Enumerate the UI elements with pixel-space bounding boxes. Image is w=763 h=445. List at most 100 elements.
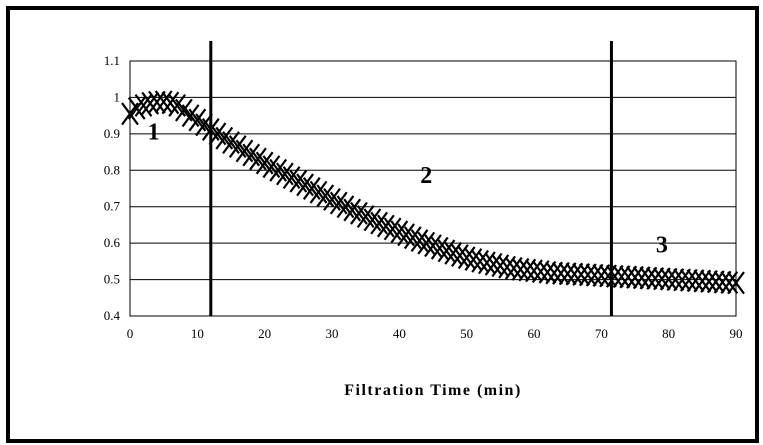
marker-stroke: [444, 241, 463, 265]
marker-stroke: [296, 173, 314, 197]
marker-stroke: [336, 195, 355, 219]
data-point: [249, 147, 267, 171]
marker-stroke: [585, 263, 604, 287]
data-point: [356, 205, 375, 229]
data-point: [545, 261, 564, 285]
data-point: [626, 265, 644, 289]
data-point: [141, 91, 160, 115]
data-point: [552, 261, 570, 285]
region-label: 3: [656, 232, 668, 258]
data-point: [235, 139, 254, 163]
data-point: [612, 265, 631, 289]
marker-stroke: [302, 177, 321, 200]
data-point: [605, 264, 624, 288]
marker-stroke: [538, 260, 557, 284]
marker-stroke: [383, 217, 402, 241]
data-point: [444, 241, 463, 265]
x-tick-label: 10: [191, 326, 204, 341]
marker-stroke: [168, 93, 187, 117]
region-labels: 1 2 3: [148, 119, 668, 258]
data-point: [673, 268, 692, 292]
marker-stroke: [215, 126, 234, 150]
y-tick-label: 0.5: [104, 272, 120, 287]
marker-stroke: [565, 262, 584, 286]
x-tick-label: 0: [127, 326, 134, 341]
marker-stroke: [552, 261, 570, 285]
y-tick-labels: 0.4 0.5 0.6 0.7 0.8 0.9 1 1.1: [104, 53, 121, 323]
region-dividers: [209, 41, 613, 316]
plot-area: [129, 60, 737, 317]
marker-stroke: [363, 208, 382, 232]
data-point: [592, 264, 611, 288]
data-point: [693, 269, 712, 293]
marker-stroke: [592, 264, 611, 288]
data-series: [121, 90, 745, 295]
marker-stroke: [659, 267, 678, 291]
marker-stroke: [612, 265, 631, 289]
data-point: [457, 246, 476, 270]
x-tick-label: 30: [326, 326, 339, 341]
data-point: [410, 229, 429, 253]
data-point: [417, 231, 436, 255]
marker-stroke: [572, 263, 591, 286]
marker-stroke: [693, 269, 712, 293]
marker-stroke: [525, 259, 543, 283]
marker-stroke: [141, 91, 160, 115]
marker-stroke: [605, 264, 624, 288]
marker-stroke: [531, 260, 550, 284]
marker-stroke: [646, 267, 665, 290]
marker-stroke: [518, 258, 537, 282]
data-point: [538, 260, 557, 284]
data-point: [262, 155, 281, 179]
marker-stroke: [370, 211, 389, 235]
data-point: [437, 239, 456, 263]
y-tick-label: 1: [114, 89, 121, 104]
marker-stroke: [275, 162, 294, 186]
data-point: [403, 226, 422, 250]
data-point: [336, 195, 355, 219]
marker-stroke: [700, 269, 718, 293]
data-point: [653, 267, 671, 291]
data-point: [127, 96, 146, 120]
data-point: [619, 265, 638, 289]
marker-stroke: [222, 131, 240, 155]
marker-stroke: [228, 135, 247, 159]
data-point: [302, 177, 321, 200]
marker-stroke: [558, 262, 577, 286]
marker-stroke: [316, 184, 335, 208]
x-tick-label: 90: [730, 326, 743, 341]
marker-stroke: [161, 91, 180, 115]
data-point: [659, 267, 678, 291]
y-tick-label: 0.9: [104, 126, 120, 141]
marker-stroke: [134, 93, 153, 117]
data-point: [578, 263, 597, 287]
data-point: [666, 268, 685, 292]
marker-stroke: [679, 268, 698, 292]
data-point: [531, 260, 550, 284]
marker-stroke: [154, 90, 173, 114]
data-point: [296, 173, 314, 197]
y-tick-label: 1.1: [104, 53, 120, 68]
data-point: [329, 191, 348, 215]
data-point: [451, 244, 469, 267]
marker-stroke: [329, 191, 348, 215]
grid-lines: [130, 60, 736, 317]
x-tick-labels: 0 10 20 30 40 50 60 70 80 90: [127, 326, 743, 341]
data-point: [430, 236, 449, 260]
data-point: [686, 269, 705, 293]
data-point: [727, 271, 745, 295]
data-point: [161, 91, 180, 115]
data-point: [316, 184, 335, 208]
marker-stroke: [451, 244, 469, 267]
data-point: [289, 169, 308, 193]
data-point: [309, 180, 328, 204]
data-point: [565, 262, 584, 286]
x-tick-label: 40: [393, 326, 406, 341]
data-point: [646, 267, 665, 290]
marker-stroke: [653, 267, 671, 291]
data-point: [242, 143, 261, 167]
data-point: [363, 208, 382, 232]
marker-stroke: [666, 268, 685, 292]
marker-stroke: [127, 96, 146, 120]
data-point: [397, 223, 415, 247]
